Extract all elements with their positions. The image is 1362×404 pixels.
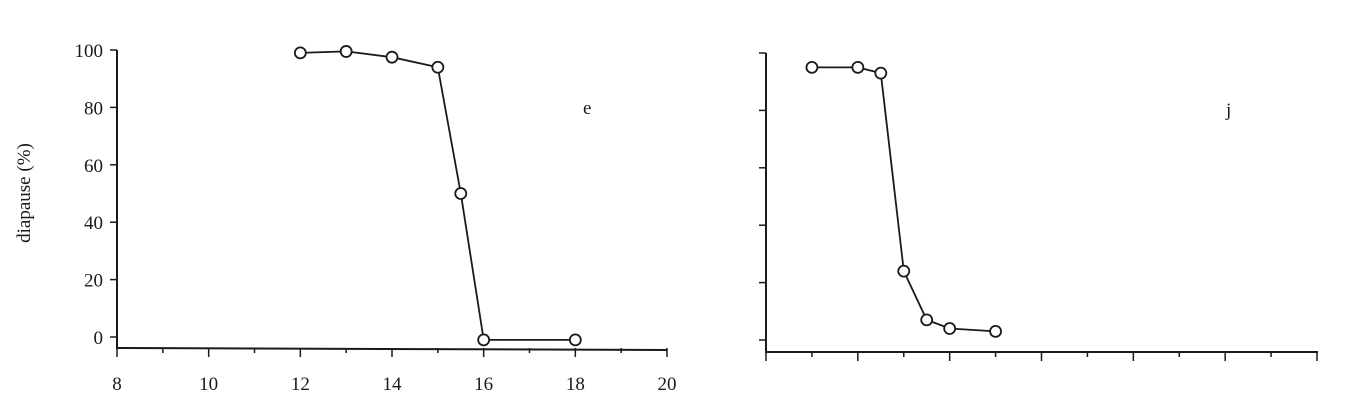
series-line	[811, 66, 996, 333]
x-tick-label: 10	[199, 374, 218, 395]
data-point	[897, 264, 911, 278]
data-point	[568, 333, 582, 347]
data-point	[431, 60, 445, 74]
data-point	[454, 187, 468, 200]
x-tick-label: 20	[658, 374, 677, 395]
y-tick-label: 20	[84, 271, 103, 292]
y-axis-title: diapause (%)	[14, 143, 35, 243]
data-series	[805, 60, 1002, 338]
panel-label: e	[583, 98, 591, 119]
x-tick-label: 18	[566, 374, 585, 395]
y-tick-label: 0	[94, 328, 104, 349]
data-point	[989, 324, 1002, 338]
x-tick-label: 14	[383, 374, 403, 395]
data-point	[293, 46, 307, 60]
y-tick-labels: 0 20 40 60 80 100	[75, 41, 104, 349]
y-tick-label: 80	[84, 98, 103, 119]
y-tick-label: 60	[84, 156, 103, 177]
y-ticks	[110, 49, 117, 338]
data-point	[477, 333, 491, 347]
chart-panel-j: j	[759, 52, 1318, 361]
data-point	[920, 313, 934, 327]
x-tick-label: 8	[112, 374, 122, 395]
data-point	[339, 45, 353, 58]
x-tick-label: 16	[474, 374, 493, 395]
x-ticks	[116, 348, 668, 357]
panel-label: j	[1225, 100, 1231, 121]
data-point	[385, 50, 399, 64]
x-tick-labels: 8 10 12 14 16 18 20	[112, 374, 676, 395]
data-point	[874, 66, 888, 80]
x-ticks	[765, 352, 1318, 361]
y-ticks	[759, 52, 766, 341]
data-point	[851, 60, 865, 74]
x-tick-label: 12	[291, 374, 310, 395]
data-point	[943, 322, 957, 335]
y-tick-label: 100	[75, 41, 104, 62]
data-point	[805, 60, 819, 74]
series-line	[300, 50, 576, 341]
data-series	[293, 45, 582, 347]
y-tick-label: 40	[84, 213, 103, 234]
